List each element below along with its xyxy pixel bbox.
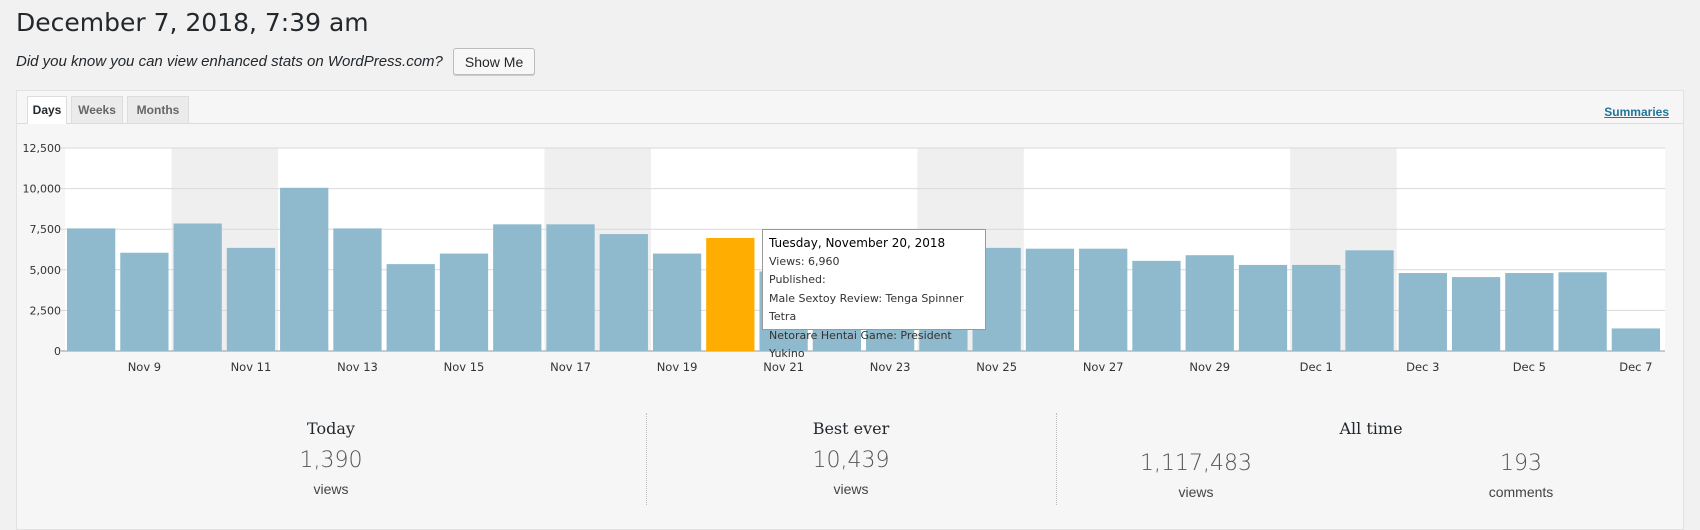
y-tick-label: 5,000 xyxy=(30,264,62,277)
bar[interactable] xyxy=(652,253,702,351)
views-bar-chart: 0 2,500 5,000 7,500 10,000 12,500 Nov 9 Nov 11 N… xyxy=(23,142,1665,374)
bar[interactable] xyxy=(333,228,382,351)
stat-unit: comments xyxy=(1488,484,1554,500)
tooltip-published-label: Published: xyxy=(769,273,826,286)
y-tick-label: 7,500 xyxy=(30,223,62,236)
stat-all-time-views: 1,117,483 views xyxy=(1116,451,1276,500)
stat-unit: views xyxy=(313,481,349,497)
show-me-button[interactable]: Show Me xyxy=(452,48,536,75)
x-tick-label: Nov 29 xyxy=(1189,360,1230,374)
y-tick-label: 2,500 xyxy=(30,304,62,317)
stat-unit: views xyxy=(1178,484,1214,500)
bar[interactable] xyxy=(386,264,435,351)
stat-today: Today 1,390 views xyxy=(16,419,646,497)
bar[interactable] xyxy=(1292,264,1341,351)
bar[interactable] xyxy=(1132,260,1181,351)
promo-text: Did you know you can view enhanced stats… xyxy=(16,53,443,70)
bar[interactable] xyxy=(1505,273,1554,351)
page-title: December 7, 2018, 7:39 am xyxy=(16,8,369,37)
x-tick-label: Nov 13 xyxy=(337,360,378,374)
bar[interactable] xyxy=(1398,273,1447,351)
stats-promo: Did you know you can view enhanced stats… xyxy=(16,48,536,75)
y-tick-label: 10,000 xyxy=(23,183,62,196)
bar[interactable] xyxy=(1611,328,1660,351)
bar[interactable] xyxy=(173,223,222,351)
stat-best-ever: Best ever 10,439 views xyxy=(646,419,1056,497)
stat-all-time-comments: 193 comments xyxy=(1431,451,1611,500)
period-tabs: Days Weeks Months Summaries xyxy=(17,91,1683,124)
tooltip-date: Tuesday, November 20, 2018 xyxy=(769,236,946,250)
tooltip-views: Views: 6,960 xyxy=(769,254,840,268)
stat-all-time: All time xyxy=(1056,419,1686,438)
stat-title: Best ever xyxy=(812,419,890,438)
tab-weeks[interactable]: Weeks xyxy=(71,96,123,123)
y-tick-label: 0 xyxy=(54,345,61,358)
y-tick-label: 12,500 xyxy=(23,142,62,155)
stat-title: Today xyxy=(307,419,355,438)
bar[interactable] xyxy=(546,224,595,351)
bar[interactable] xyxy=(67,228,116,351)
bar[interactable] xyxy=(120,252,169,351)
tab-days[interactable]: Days xyxy=(27,96,67,124)
x-tick-label: Dec 3 xyxy=(1406,360,1439,374)
x-tick-label: Nov 11 xyxy=(231,360,272,374)
bar[interactable] xyxy=(1238,264,1288,351)
bar[interactable] xyxy=(1345,250,1394,351)
x-tick-label: Nov 15 xyxy=(444,360,485,374)
stat-value: 193 xyxy=(1500,451,1542,476)
bar[interactable] xyxy=(493,224,542,351)
stat-divider xyxy=(646,413,647,505)
tooltip-post-link[interactable]: Netorare Hentai Game: President Yukino xyxy=(769,328,952,361)
x-tick-label: Nov 27 xyxy=(1083,360,1124,374)
tooltip-post-link[interactable]: Male Sextoy Review: Tenga Spinner Tetra xyxy=(769,291,964,324)
x-tick-label: Nov 9 xyxy=(128,360,161,374)
x-tick-label: Dec 1 xyxy=(1300,360,1333,374)
stat-divider xyxy=(1056,413,1057,505)
x-tick-label: Nov 19 xyxy=(657,360,698,374)
stat-value: 1,390 xyxy=(299,448,363,473)
bar[interactable] xyxy=(706,237,755,351)
bar[interactable] xyxy=(226,247,276,351)
x-tick-label: Nov 23 xyxy=(870,360,911,374)
x-tick-label: Nov 17 xyxy=(550,360,591,374)
bar[interactable] xyxy=(1025,248,1075,351)
bar[interactable] xyxy=(439,253,489,351)
summaries-link[interactable]: Summaries xyxy=(1604,105,1669,119)
bar[interactable] xyxy=(1185,255,1234,351)
bar[interactable] xyxy=(280,187,329,351)
stat-title: All time xyxy=(1339,419,1403,438)
stat-unit: views xyxy=(833,481,869,497)
x-tick-label: Nov 25 xyxy=(976,360,1017,374)
x-tick-label: Dec 7 xyxy=(1619,360,1652,374)
stat-value: 10,439 xyxy=(812,448,890,473)
x-tick-label: Nov 21 xyxy=(763,360,804,374)
bar-tooltip: Tuesday, November 20, 2018 Views: 6,960 … xyxy=(762,229,986,360)
summary-stats: Today 1,390 views Best ever 10,439 views… xyxy=(16,395,1684,520)
bar[interactable] xyxy=(1451,277,1501,351)
x-tick-label: Dec 5 xyxy=(1513,360,1546,374)
bar[interactable] xyxy=(599,234,648,351)
bar[interactable] xyxy=(1079,248,1128,351)
stat-value: 1,117,483 xyxy=(1140,451,1252,476)
bar[interactable] xyxy=(1558,272,1607,351)
tab-months[interactable]: Months xyxy=(127,96,189,123)
